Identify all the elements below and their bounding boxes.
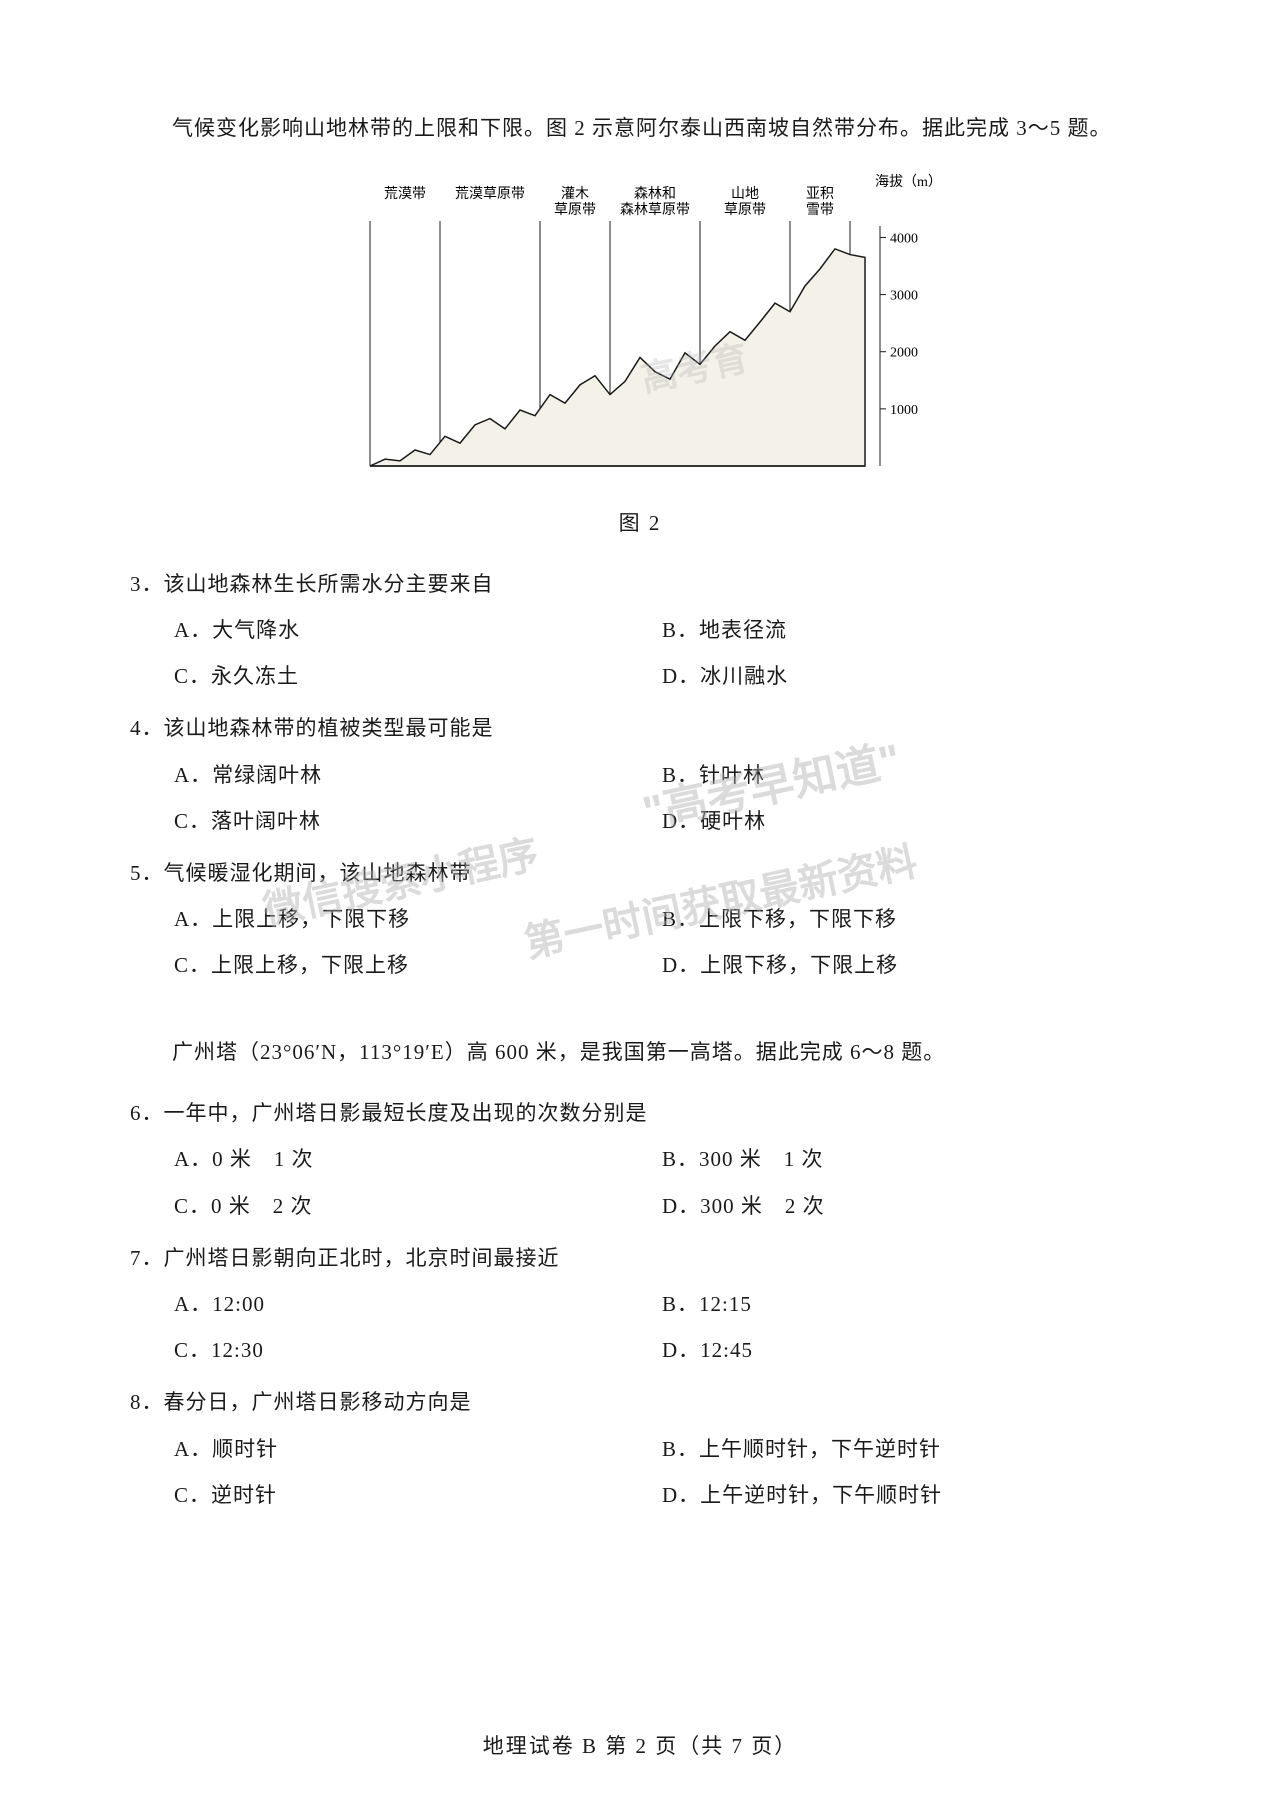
q4-opt-c: C．落叶阔叶林	[174, 798, 662, 844]
q8-opt-b: B．上午顺时针，下午逆时针	[662, 1426, 1150, 1472]
q5-stem: 5．气候暖湿化期间，该山地森林带	[130, 850, 1150, 896]
svg-text:2000: 2000	[890, 346, 918, 361]
q3-opt-d: D．冰川融水	[662, 653, 1150, 699]
question-3: 3．该山地森林生长所需水分主要来自 A．大气降水 B．地表径流 C．永久冻土 D…	[130, 561, 1150, 700]
q5-opt-c: C．上限上移，下限上移	[174, 942, 662, 988]
svg-text:灌木: 灌木	[561, 186, 589, 202]
figure-2-caption: 图 2	[130, 507, 1150, 537]
q7-opt-d: D．12:45	[662, 1327, 1150, 1373]
q8-opt-d: D．上午逆时针，下午顺时针	[662, 1472, 1150, 1518]
q8-opt-c: C．逆时针	[174, 1472, 662, 1518]
q3-opt-b: B．地表径流	[662, 607, 1150, 653]
svg-text:山地: 山地	[731, 186, 759, 202]
q4-stem: 4．该山地森林带的植被类型最可能是	[130, 705, 1150, 751]
question-7: 7．广州塔日影朝向正北时，北京时间最接近 A．12:00 B．12:15 C．1…	[130, 1235, 1150, 1374]
svg-text:荒漠带: 荒漠带	[384, 186, 426, 202]
q3-opt-a: A．大气降水	[174, 607, 662, 653]
passage1-intro: 气候变化影响山地林带的上限和下限。图 2 示意阿尔泰山西南坡自然带分布。据此完成…	[130, 110, 1150, 148]
q4-opt-b: B．针叶林	[662, 752, 1150, 798]
q6-opt-b: B．300 米 1 次	[662, 1136, 1150, 1182]
q7-opt-c: C．12:30	[174, 1327, 662, 1373]
q7-opt-a: A．12:00	[174, 1281, 662, 1327]
page-footer: 地理试卷 B 第 2 页（共 7 页）	[0, 1730, 1280, 1760]
q8-opt-a: A．顺时针	[174, 1426, 662, 1472]
q6-stem: 6．一年中，广州塔日影最短长度及出现的次数分别是	[130, 1090, 1150, 1136]
svg-text:3000: 3000	[890, 288, 918, 303]
q7-stem: 7．广州塔日影朝向正北时，北京时间最接近	[130, 1235, 1150, 1281]
figure-2-svg: 1000200030004000海拔（m）荒漠带荒漠草原带灌木草原带森林和森林草…	[330, 166, 950, 486]
svg-text:草原带: 草原带	[554, 202, 596, 218]
q4-opt-d: D．硬叶林	[662, 798, 1150, 844]
svg-text:1000: 1000	[890, 403, 918, 418]
figure-2: 1000200030004000海拔（m）荒漠带荒漠草原带灌木草原带森林和森林草…	[330, 166, 950, 491]
passage2-intro: 广州塔（23°06′N，113°19′E）高 600 米，是我国第一高塔。据此完…	[130, 1034, 1150, 1072]
q4-opt-a: A．常绿阔叶林	[174, 752, 662, 798]
svg-text:亚积: 亚积	[806, 186, 834, 202]
svg-text:森林和: 森林和	[634, 186, 676, 202]
q7-opt-b: B．12:15	[662, 1281, 1150, 1327]
question-6: 6．一年中，广州塔日影最短长度及出现的次数分别是 A．0 米 1 次 B．300…	[130, 1090, 1150, 1229]
q5-opt-a: A．上限上移，下限下移	[174, 896, 662, 942]
q6-opt-d: D．300 米 2 次	[662, 1183, 1150, 1229]
q6-opt-a: A．0 米 1 次	[174, 1136, 662, 1182]
q8-stem: 8．春分日，广州塔日影移动方向是	[130, 1379, 1150, 1425]
svg-text:4000: 4000	[890, 231, 918, 246]
q3-stem: 3．该山地森林生长所需水分主要来自	[130, 561, 1150, 607]
q3-opt-c: C．永久冻土	[174, 653, 662, 699]
svg-text:雪带: 雪带	[806, 202, 834, 218]
question-5: 5．气候暖湿化期间，该山地森林带 A．上限上移，下限下移 B．上限下移，下限下移…	[130, 850, 1150, 989]
svg-text:海拔（m）: 海拔（m）	[875, 174, 942, 190]
question-4: 4．该山地森林带的植被类型最可能是 A．常绿阔叶林 B．针叶林 C．落叶阔叶林 …	[130, 705, 1150, 844]
q5-opt-b: B．上限下移，下限下移	[662, 896, 1150, 942]
question-8: 8．春分日，广州塔日影移动方向是 A．顺时针 B．上午顺时针，下午逆时针 C．逆…	[130, 1379, 1150, 1518]
q5-opt-d: D．上限下移，下限上移	[662, 942, 1150, 988]
svg-text:草原带: 草原带	[724, 202, 766, 218]
q6-opt-c: C．0 米 2 次	[174, 1183, 662, 1229]
svg-text:荒漠草原带: 荒漠草原带	[455, 186, 525, 202]
svg-text:森林草原带: 森林草原带	[620, 202, 690, 218]
